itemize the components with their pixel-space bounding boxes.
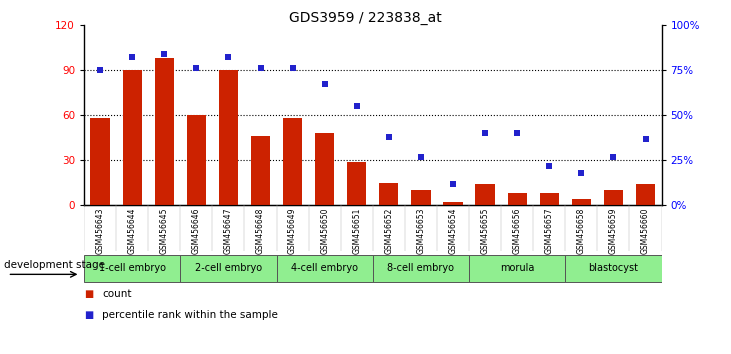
Text: GSM456656: GSM456656 [512, 207, 522, 254]
Text: percentile rank within the sample: percentile rank within the sample [102, 310, 279, 320]
Text: GSM456655: GSM456655 [480, 207, 490, 254]
Text: count: count [102, 289, 132, 299]
Bar [373, 255, 469, 282]
Text: 8-cell embryo: 8-cell embryo [387, 263, 455, 273]
Text: GSM456647: GSM456647 [224, 207, 233, 254]
Text: GSM456654: GSM456654 [449, 207, 458, 254]
Point [415, 154, 427, 159]
Text: 1-cell embryo: 1-cell embryo [99, 263, 166, 273]
Point [447, 181, 459, 187]
Point [543, 163, 555, 169]
Bar [276, 255, 373, 282]
Bar [379, 183, 398, 205]
Text: GSM456657: GSM456657 [545, 207, 554, 254]
Text: morula: morula [500, 263, 534, 273]
Text: ■: ■ [84, 289, 94, 299]
Text: GSM456651: GSM456651 [352, 207, 361, 254]
Point [607, 154, 619, 159]
Bar [155, 58, 174, 205]
Point [191, 65, 202, 71]
Text: GSM456658: GSM456658 [577, 207, 586, 254]
Point [480, 130, 491, 136]
Point [159, 51, 170, 57]
Bar [565, 255, 662, 282]
Point [640, 136, 651, 141]
Bar [507, 193, 527, 205]
Point [287, 65, 298, 71]
Bar [186, 115, 206, 205]
Bar [604, 190, 623, 205]
Text: 2-cell embryo: 2-cell embryo [195, 263, 262, 273]
Bar [84, 255, 181, 282]
Text: development stage: development stage [4, 259, 105, 270]
Text: GSM456650: GSM456650 [320, 207, 329, 254]
Bar [347, 162, 366, 205]
Point [383, 134, 395, 139]
Text: GDS3959 / 223838_at: GDS3959 / 223838_at [289, 11, 442, 25]
Bar [219, 70, 238, 205]
Point [126, 55, 138, 60]
Point [575, 170, 587, 176]
Text: GSM456648: GSM456648 [256, 207, 265, 254]
Bar [91, 118, 110, 205]
Text: 4-cell embryo: 4-cell embryo [291, 263, 358, 273]
Bar [181, 255, 276, 282]
Text: GSM456643: GSM456643 [96, 207, 105, 254]
Bar [315, 133, 334, 205]
Bar [412, 190, 431, 205]
Text: GSM456660: GSM456660 [641, 207, 650, 254]
Bar [469, 255, 565, 282]
Point [351, 103, 363, 109]
Bar [444, 202, 463, 205]
Text: GSM456652: GSM456652 [385, 207, 393, 254]
Text: GSM456653: GSM456653 [417, 207, 425, 254]
Point [222, 55, 234, 60]
Bar [539, 193, 559, 205]
Text: GSM456659: GSM456659 [609, 207, 618, 254]
Point [254, 65, 266, 71]
Text: GSM456645: GSM456645 [160, 207, 169, 254]
Text: GSM456644: GSM456644 [128, 207, 137, 254]
Point [319, 81, 330, 87]
Text: GSM456649: GSM456649 [288, 207, 297, 254]
Bar [636, 184, 655, 205]
Point [94, 67, 106, 73]
Point [512, 130, 523, 136]
Text: GSM456646: GSM456646 [192, 207, 201, 254]
Bar [475, 184, 495, 205]
Bar [251, 136, 270, 205]
Bar [283, 118, 302, 205]
Bar [572, 199, 591, 205]
Text: blastocyst: blastocyst [588, 263, 638, 273]
Text: ■: ■ [84, 310, 94, 320]
Bar [123, 70, 142, 205]
